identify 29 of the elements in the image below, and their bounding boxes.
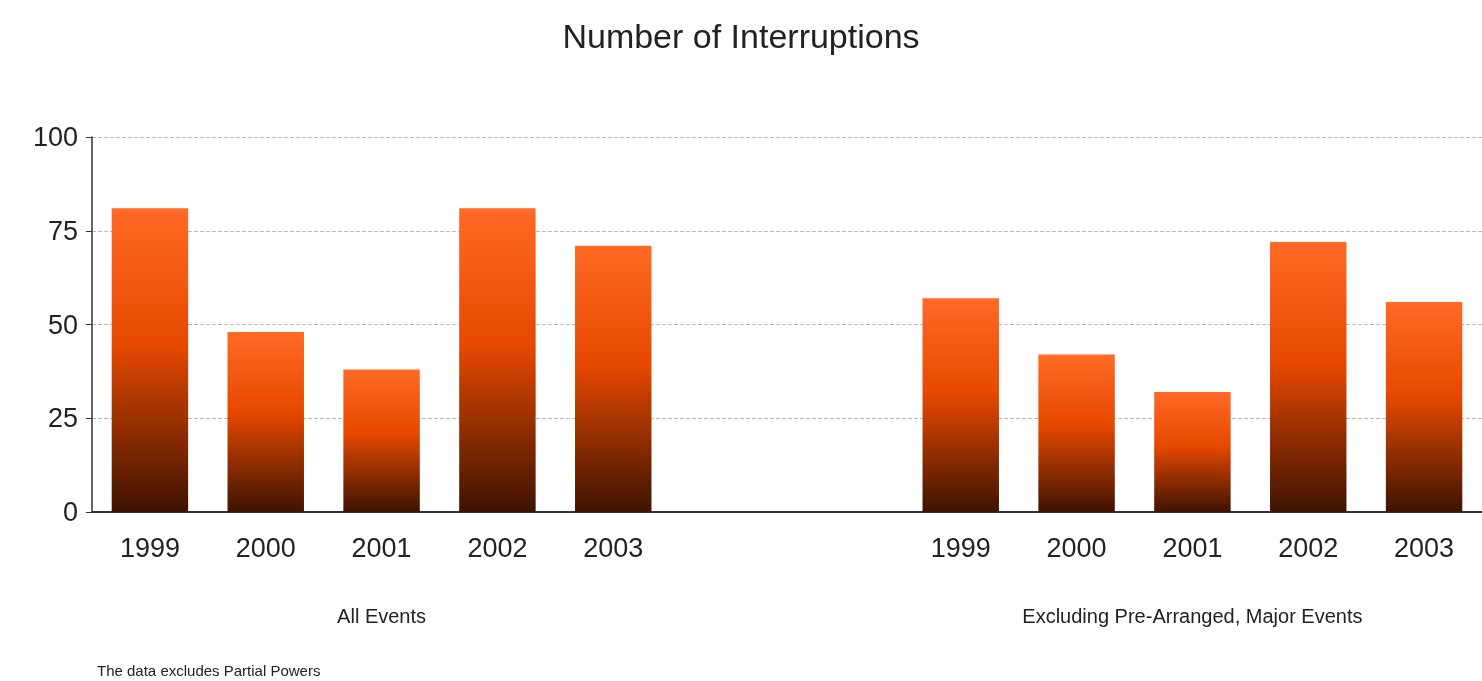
- bar: [1038, 354, 1115, 512]
- bar: [111, 208, 189, 512]
- bar: [1385, 302, 1463, 512]
- bar: [575, 245, 652, 512]
- bar: [227, 332, 304, 512]
- x-tick-label: 2001: [351, 532, 412, 563]
- x-tick-label: 2001: [1162, 532, 1223, 563]
- y-tick-label: 0: [62, 497, 78, 527]
- x-tick-label: 2003: [583, 532, 644, 563]
- x-tick-label: 2000: [1046, 532, 1107, 563]
- text: Excluding Pre-Arranged, Major Events: [1022, 605, 1363, 627]
- x-tick-label: 1999: [930, 532, 991, 563]
- y-tick-label: 50: [47, 309, 78, 340]
- bar: [1270, 242, 1347, 512]
- x-tick-label: 2002: [1278, 532, 1339, 563]
- x-tick-label: 2002: [467, 532, 528, 563]
- bar: [459, 208, 536, 512]
- bar: [1154, 392, 1231, 512]
- text: All Events: [337, 605, 427, 627]
- y-tick-label: 25: [47, 403, 78, 434]
- text: The data excludes Partial Powers: [97, 662, 321, 679]
- y-tick-label: 100: [32, 122, 78, 152]
- chart-title: Number of Interruptions: [562, 17, 920, 55]
- x-tick-label: 1999: [119, 532, 180, 563]
- x-tick-label: 2003: [1394, 532, 1455, 563]
- bar: [922, 298, 999, 512]
- y-tick-label: 75: [47, 215, 78, 246]
- bar: [343, 369, 420, 512]
- x-tick-label: 2000: [235, 532, 296, 563]
